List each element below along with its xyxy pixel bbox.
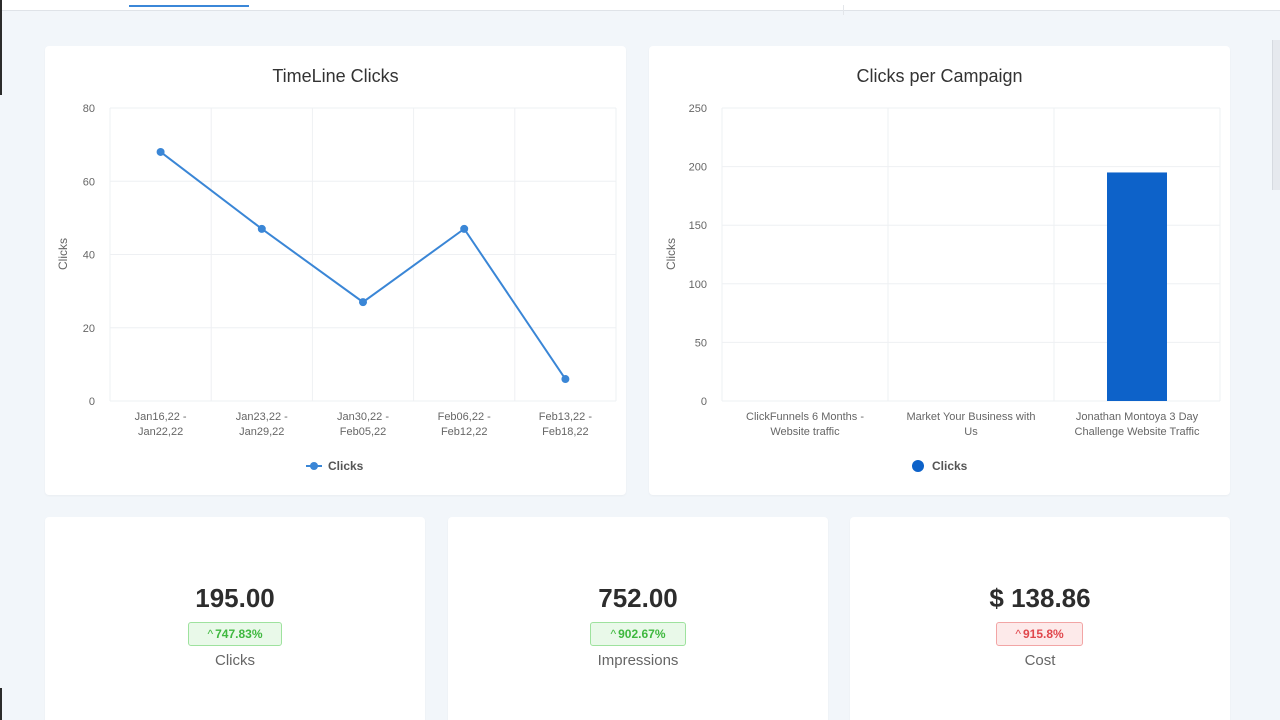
y-tick-label: 60 bbox=[83, 176, 95, 188]
change-percent: 902.67% bbox=[618, 627, 666, 641]
top-nav-bar bbox=[0, 0, 1280, 15]
impressions-label: Impressions bbox=[597, 652, 679, 669]
timeline-clicks-chart: 0 20 40 60 80 Jan16,22 - Jan22,22 Jan23,22 - Ja… bbox=[56, 103, 617, 473]
y-axis-label: Clicks bbox=[664, 238, 678, 270]
x-tick-label: Feb05,22 bbox=[340, 426, 386, 438]
x-tick-label: Jan22,22 bbox=[138, 426, 183, 438]
x-tick-label: Feb12,22 bbox=[441, 426, 487, 438]
clicks-label: Clicks bbox=[215, 652, 255, 669]
clicks-per-campaign-card: Clicks per Campaign 0 50 100 150 200 250 Clic… bbox=[649, 46, 1230, 495]
x-tick-label: Jonathan Montoya 3 Day bbox=[1076, 411, 1199, 423]
impressions-change-badge: ^ 902.67% bbox=[590, 622, 686, 646]
cost-value: $ 138.86 bbox=[989, 583, 1091, 613]
cost-stat-card: $ 138.86 ^ 915.8% Cost bbox=[850, 517, 1230, 720]
y-tick-label: 250 bbox=[689, 103, 707, 115]
y-tick-label: 100 bbox=[689, 279, 707, 291]
window-edge-bottom bbox=[0, 688, 2, 720]
tab-divider bbox=[843, 5, 844, 15]
change-percent: 915.8% bbox=[1022, 627, 1064, 641]
clicks-change-badge: ^ 747.83% bbox=[188, 622, 282, 646]
x-tick-label: Jan30,22 - bbox=[337, 411, 389, 423]
x-tick-label: Feb13,22 - bbox=[539, 411, 593, 423]
y-tick-label: 80 bbox=[83, 103, 95, 115]
legend-label: Clicks bbox=[328, 459, 364, 473]
data-point[interactable] bbox=[257, 224, 266, 233]
clicks-per-campaign-chart: 0 50 100 150 200 250 ClickFunnels 6 Months - W… bbox=[664, 103, 1221, 473]
cost-change-badge: ^ 915.8% bbox=[996, 622, 1083, 646]
change-percent: 747.83% bbox=[215, 627, 263, 641]
legend-marker bbox=[912, 460, 924, 472]
trend-up-icon: ^ bbox=[1015, 627, 1021, 641]
data-point[interactable] bbox=[460, 224, 469, 233]
page-scrollbar[interactable] bbox=[1272, 40, 1280, 190]
data-point[interactable] bbox=[561, 375, 570, 384]
data-point[interactable] bbox=[156, 147, 165, 156]
legend-label: Clicks bbox=[932, 459, 968, 473]
x-tick-label: Jan29,22 bbox=[239, 426, 284, 438]
chart-legend[interactable]: Clicks bbox=[912, 459, 968, 473]
window-edge bbox=[0, 0, 2, 95]
clicks-stat-card: 195.00 ^ 747.83% Clicks bbox=[45, 517, 425, 720]
x-tick-label: Feb06,22 - bbox=[438, 411, 492, 423]
bar[interactable] bbox=[1107, 172, 1167, 401]
x-tick-label: Website traffic bbox=[770, 426, 840, 438]
x-tick-label: Challenge Website Traffic bbox=[1075, 426, 1200, 438]
chart-title: Clicks per Campaign bbox=[856, 66, 1023, 86]
series-line bbox=[159, 151, 567, 380]
trend-up-icon: ^ bbox=[207, 627, 214, 641]
y-tick-label: 20 bbox=[83, 323, 95, 335]
x-tick-label: ClickFunnels 6 Months - bbox=[746, 411, 864, 423]
y-tick-label: 40 bbox=[83, 250, 95, 262]
trend-up-icon: ^ bbox=[610, 627, 617, 641]
data-point[interactable] bbox=[359, 298, 367, 307]
y-tick-label: 200 bbox=[689, 162, 707, 174]
impressions-value: 752.00 bbox=[598, 583, 678, 613]
x-tick-label: Feb18,22 bbox=[542, 426, 588, 438]
y-tick-label: 0 bbox=[89, 396, 95, 408]
chart-legend[interactable]: Clicks bbox=[306, 459, 364, 473]
legend-marker bbox=[310, 462, 318, 470]
y-axis-label: Clicks bbox=[56, 238, 70, 270]
x-tick-label: Market Your Business with bbox=[906, 411, 1035, 423]
timeline-clicks-card: TimeLine Clicks 0 20 40 60 80 Jan16,22 - Jan2… bbox=[45, 46, 626, 495]
y-tick-label: 0 bbox=[701, 396, 707, 408]
x-tick-label: Jan16,22 - bbox=[135, 411, 187, 423]
y-tick-label: 50 bbox=[695, 337, 707, 349]
chart-title: TimeLine Clicks bbox=[272, 66, 399, 86]
active-tab-indicator[interactable] bbox=[129, 5, 249, 7]
cost-label: Cost bbox=[1024, 652, 1056, 669]
impressions-stat-card: 752.00 ^ 902.67% Impressions bbox=[448, 517, 828, 720]
x-tick-label: Jan23,22 - bbox=[236, 411, 288, 423]
x-tick-label: Us bbox=[964, 426, 978, 438]
y-tick-label: 150 bbox=[689, 220, 707, 232]
clicks-value: 195.00 bbox=[195, 583, 275, 613]
